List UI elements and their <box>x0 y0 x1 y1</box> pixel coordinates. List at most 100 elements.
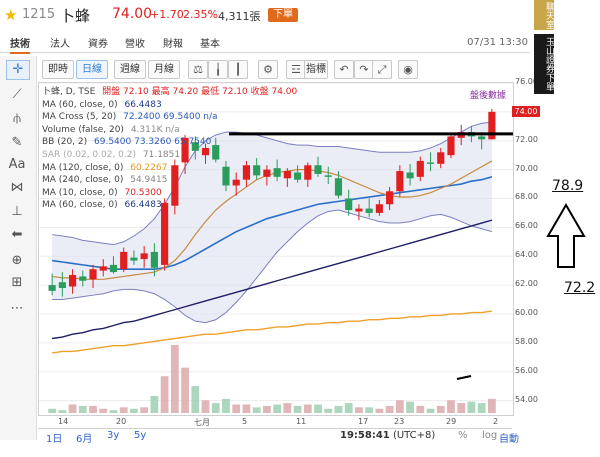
candle-body <box>58 282 66 288</box>
legend-row[interactable]: Volume (false, 20) 4.311K n/a <box>42 124 297 137</box>
interval-monthly-button[interactable]: 月線 <box>148 60 180 79</box>
chatroom-tab[interactable]: 聊天室 <box>534 0 554 30</box>
stock-header: ★ 1215 卜蜂 74.00 +1.70 2.35% 4,311張 下單 <box>0 0 530 32</box>
candle-body <box>120 251 128 270</box>
volume-bar <box>395 400 404 413</box>
legend-row[interactable]: BB (20, 2) 69.5400 73.3260 65.7540 <box>42 136 297 149</box>
fullscreen-icon[interactable]: ⤢ <box>372 60 392 79</box>
log-toggle[interactable]: log <box>482 430 498 441</box>
text-icon[interactable]: Aa <box>8 157 26 172</box>
range-6m-button[interactable]: 6月 <box>76 434 93 445</box>
candle-body <box>222 166 230 186</box>
legend-row[interactable]: MA (240, close, 0) 54.9415 <box>42 174 297 187</box>
legend-row[interactable]: MA (120, close, 0) 60.2267 <box>42 162 297 175</box>
more-icon[interactable]: ⋯ <box>10 301 24 316</box>
gear-icon[interactable]: ⚙ <box>258 60 278 79</box>
candle-body <box>426 162 435 164</box>
price-tick-label: 64.00 <box>515 250 538 260</box>
tab-financials[interactable]: 財報 <box>163 39 183 50</box>
candle-body <box>253 165 261 176</box>
zoom-icon[interactable]: ⊕ <box>11 253 23 268</box>
time-tick-label: 23 <box>394 417 405 426</box>
interval-daily-button[interactable]: 日線 <box>76 60 108 79</box>
legend-row[interactable]: MA (60, close, 0) 66.4483 <box>42 199 297 212</box>
volume-bar <box>89 405 97 413</box>
crosshair-icon[interactable]: ✛ <box>6 60 30 80</box>
bollinger-upper-line <box>52 121 492 246</box>
ma-60-line <box>52 219 493 340</box>
price-tick-label: 66.00 <box>515 221 538 231</box>
tab-revenue[interactable]: 營收 <box>125 39 145 50</box>
legend-row[interactable]: MA (60, close, 0) 66.4483 <box>42 99 297 112</box>
candle-body <box>416 160 424 177</box>
candle-body <box>150 251 158 268</box>
tab-basic[interactable]: 基本 <box>200 39 220 50</box>
time-axis[interactable]: 14 20 七月 5 11 17 23 29 2 <box>38 414 512 428</box>
order-button[interactable]: 下單 <box>268 8 298 22</box>
candle-body <box>386 191 394 205</box>
legend-label: MA (60, close, 0) <box>42 200 118 211</box>
undo-icon[interactable]: ↶ <box>334 60 354 79</box>
interval-realtime-button[interactable]: 即時 <box>42 60 74 79</box>
broker-order-tab[interactable]: 玉山證券下單 <box>534 34 554 94</box>
legend-value: 71.1851 <box>142 149 181 160</box>
legend-row-main: 卜蜂, D, TSE 開盤 72.10 最高 74.20 最低 72.10 收盤… <box>42 86 297 99</box>
time-tick-label: 5 <box>242 417 248 426</box>
camera-icon[interactable]: ◉ <box>398 60 418 79</box>
indicator-icon[interactable]: ☲ <box>286 60 306 79</box>
volume-bar <box>467 401 476 413</box>
legend-value: 60.2267 <box>130 162 168 173</box>
range-5y-button[interactable]: 5y <box>134 430 147 441</box>
candle-body <box>48 285 56 291</box>
last-price-marker: 74.00 <box>512 105 540 117</box>
auto-scale-toggle[interactable]: 自動 <box>499 434 519 445</box>
chart-canvas[interactable] <box>39 82 521 415</box>
pattern-icon[interactable]: ⋈ <box>10 180 24 195</box>
ma-10-line <box>52 160 493 280</box>
candle-body <box>447 136 455 156</box>
fork-icon[interactable]: ⫛ <box>13 111 21 126</box>
interval-weekly-button[interactable]: 週線 <box>114 60 146 79</box>
back-arrow-icon[interactable]: ⬅ <box>11 227 23 242</box>
volume-bar <box>426 408 435 413</box>
candle-body <box>406 172 414 179</box>
after-hours-link[interactable]: 盤後數據 <box>470 91 507 101</box>
percent-toggle[interactable]: % <box>458 430 468 441</box>
tab-technical[interactable]: 技術 <box>10 35 30 54</box>
fibonacci-icon[interactable]: ⊥ <box>11 204 23 219</box>
volume-bar <box>48 408 56 413</box>
price-chart[interactable] <box>38 82 521 416</box>
tab-institutional[interactable]: 法人 <box>50 39 70 50</box>
clock: 19:58:41 (UTC+8) <box>340 430 435 441</box>
legend-value: 開盤 72.10 最高 74.20 最低 72.10 收盤 74.00 <box>102 87 298 97</box>
tab-margin[interactable]: 資券 <box>88 39 108 50</box>
range-1d-button[interactable]: 1日 <box>46 434 63 445</box>
candle-body <box>212 145 220 160</box>
legend-row[interactable]: SAR (0.02, 0.02, 0.2) 71.1851 <box>42 149 297 162</box>
candle-body <box>355 208 363 212</box>
candle-body <box>242 165 251 180</box>
bars-icon[interactable]: ┃ <box>228 60 248 79</box>
legend-label: SAR (0.02, 0.02, 0.2) <box>42 149 137 160</box>
legend-row[interactable]: MA (10, close, 0) 70.5300 <box>42 187 297 200</box>
volume-bar <box>365 407 374 413</box>
trendline-icon[interactable]: ⟋ <box>12 87 22 102</box>
redo-icon[interactable]: ↷ <box>354 60 374 79</box>
compare-icon[interactable]: ⚖ <box>188 60 208 79</box>
measure-icon[interactable]: ⊞ <box>11 275 23 290</box>
candle-body <box>488 111 496 140</box>
candle-type-icon[interactable]: ╽ <box>208 60 228 79</box>
candle-body <box>191 142 199 151</box>
candle-body <box>232 179 240 186</box>
range-3y-button[interactable]: 3y <box>107 430 120 441</box>
brush-icon[interactable]: ✎ <box>11 135 23 150</box>
price-axis[interactable]: 76.00 74.00 72.00 70.00 68.00 66.00 64.00 62.00… <box>512 77 540 414</box>
legend-value: 69.5400 73.3260 65.7540 <box>94 137 212 148</box>
indicators-button[interactable]: 指標 <box>304 60 328 79</box>
stop-price-note: 72.2 <box>564 280 596 296</box>
star-icon[interactable]: ★ <box>4 6 18 24</box>
ma-20-line <box>52 176 493 271</box>
price-tick-label: 60.00 <box>515 307 538 317</box>
legend-row[interactable]: MA Cross (5, 20) 72.2400 69.5400 n/a <box>42 111 297 124</box>
target-price-note: 78.9 <box>552 178 584 194</box>
